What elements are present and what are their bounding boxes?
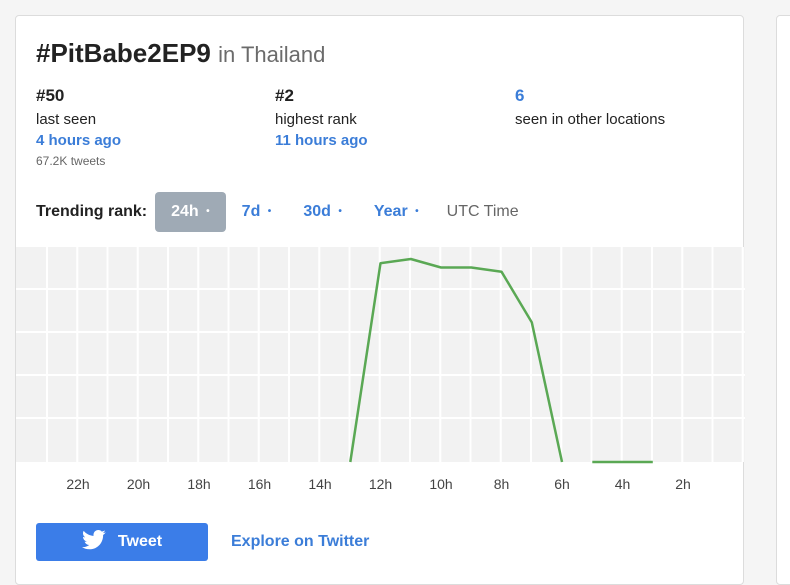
trending-rank-label: Trending rank:: [36, 203, 148, 220]
x-tick-label: 16h: [248, 476, 271, 492]
range-tab-24h[interactable]: 24h •: [155, 192, 226, 232]
range-tab-7d[interactable]: 7d •: [226, 192, 288, 232]
trend-line: [349, 257, 564, 463]
side-panel: [776, 15, 790, 585]
stat-current: #50 last seen 4 hours ago 67.2K tweets: [36, 86, 266, 168]
x-tick-label: 8h: [494, 476, 510, 492]
twitter-bird-icon: [81, 529, 106, 555]
trend-chart-svg: 22h 20h 18h 16h 14h 12h 10h 8h 6h 4h 2h: [16, 247, 745, 492]
tweet-button-label: Tweet: [117, 533, 163, 550]
current-rank-label: last seen: [36, 111, 97, 128]
dot-icon: •: [267, 206, 272, 217]
page-title: #PitBabe2EP9 in Thailand: [36, 38, 325, 69]
dot-icon: •: [415, 206, 419, 217]
trend-chart: 22h 20h 18h 16h 14h 12h 10h 8h 6h 4h 2h: [16, 247, 745, 507]
tweet-button[interactable]: Tweet: [36, 523, 208, 561]
x-tick-label: 18h: [187, 476, 210, 492]
x-tick-label: 6h: [554, 476, 570, 492]
range-tab-label: 24h: [171, 203, 199, 220]
range-tab-year[interactable]: Year •: [358, 192, 435, 232]
current-rank-time-link[interactable]: 4 hours ago: [36, 132, 122, 149]
range-tab-30d[interactable]: 30d •: [287, 192, 358, 232]
x-tick-label: 10h: [429, 476, 452, 492]
explore-on-twitter-link[interactable]: Explore on Twitter: [231, 533, 370, 550]
x-tick-label: 2h: [675, 476, 691, 492]
dot-icon: •: [338, 206, 342, 217]
x-tick-label: 4h: [615, 476, 631, 492]
location-label: in Thailand: [218, 42, 326, 67]
trending-rank-selector: Trending rank: 24h • 7d • 30d • Year • U…: [36, 192, 519, 232]
range-tab-label: Year: [373, 203, 408, 220]
highest-rank: #2: [275, 86, 294, 105]
range-tab-label: 30d: [303, 203, 331, 220]
other-locations-count[interactable]: 6: [515, 86, 525, 105]
highest-rank-time-link[interactable]: 11 hours ago: [275, 132, 368, 149]
range-tab-label: 7d: [241, 203, 261, 220]
dot-icon: •: [206, 206, 210, 217]
tweet-count: 67.2K tweets: [36, 154, 106, 168]
x-tick-label: 22h: [66, 476, 89, 492]
trend-card: #PitBabe2EP9 in Thailand #50 last seen 4…: [15, 15, 745, 585]
x-tick-label: 20h: [127, 476, 150, 492]
x-tick-label: 14h: [308, 476, 331, 492]
other-locations-label: seen in other locations: [515, 111, 666, 128]
hashtag-title: #PitBabe2EP9: [36, 38, 211, 68]
current-rank: #50: [36, 86, 65, 105]
stat-locations: 6 seen in other locations: [515, 86, 745, 131]
stat-highest: #2 highest rank 11 hours ago: [275, 86, 505, 151]
x-tick-label: 12h: [369, 476, 392, 492]
utc-time-toggle[interactable]: UTC Time: [446, 203, 519, 220]
highest-rank-label: highest rank: [275, 111, 357, 128]
